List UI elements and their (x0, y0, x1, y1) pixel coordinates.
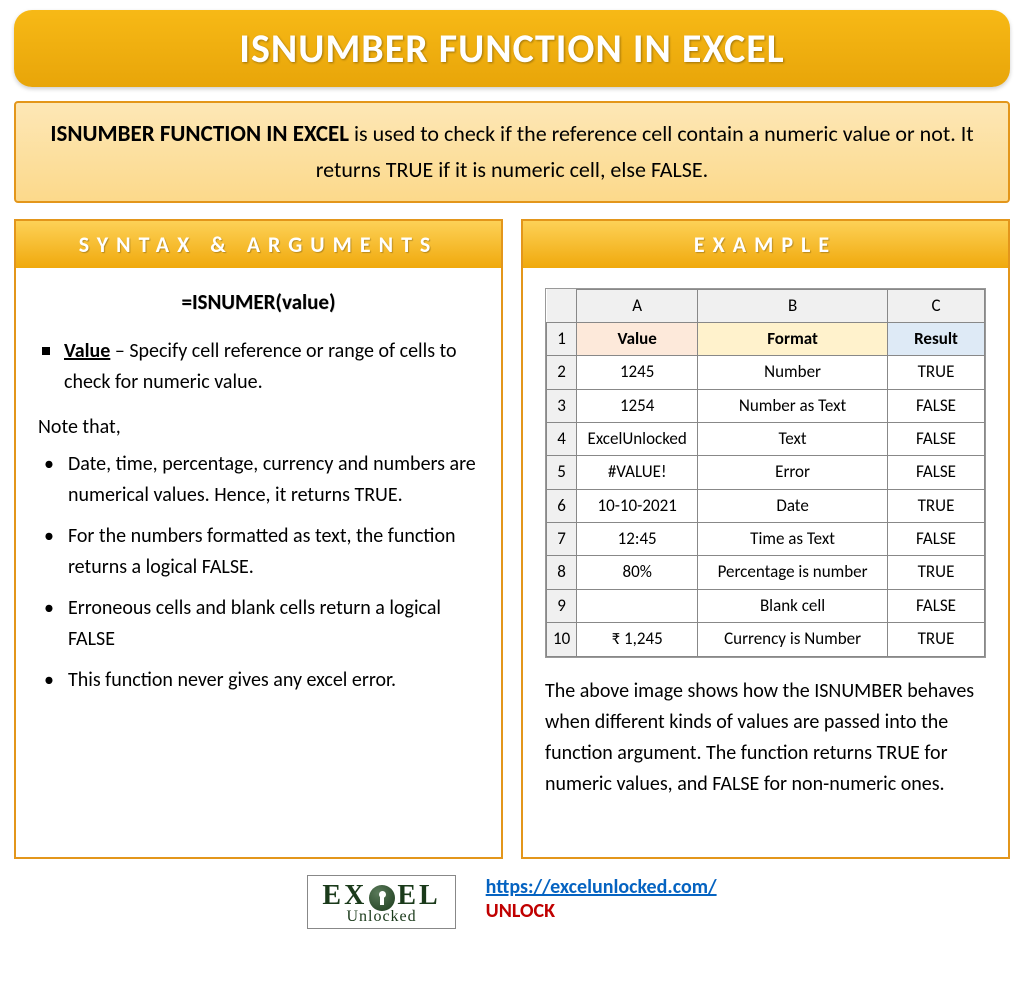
row-number: 5 (547, 456, 577, 489)
cell-value: 1254 (577, 389, 698, 422)
row-number: 2 (547, 356, 577, 389)
cell-value: 1245 (577, 356, 698, 389)
example-panel: EXAMPLE A B C 1 Value Format Result (521, 219, 1010, 859)
cell-value: 12:45 (577, 523, 698, 556)
bullet-icon: • (44, 593, 54, 624)
description-box: ISNUMBER FUNCTION IN EXCEL is used to ch… (14, 101, 1010, 203)
main-title-bar: ISNUMBER FUNCTION IN EXCEL (14, 10, 1010, 87)
example-header: EXAMPLE (523, 221, 1008, 268)
cell-result: FALSE (888, 389, 985, 422)
header-result: Result (888, 323, 985, 356)
cell-format: Number as Text (698, 389, 888, 422)
footer-right: https://excelunlocked.com/ UNLOCK (486, 875, 717, 923)
cell-result: TRUE (888, 556, 985, 589)
syntax-formula: =ISNUMER(value) (38, 286, 479, 319)
cell-result: TRUE (888, 356, 985, 389)
table-corner (547, 289, 577, 322)
example-caption: The above image shows how the ISNUMBER b… (545, 676, 986, 800)
footer-unlock: UNLOCK (486, 899, 555, 923)
table-row: 610-10-2021DateTRUE (547, 489, 985, 522)
note-heading: Note that, (38, 412, 479, 443)
table-row: 9 Blank cellFALSE (547, 589, 985, 622)
header-format: Format (698, 323, 888, 356)
note-text: This function never gives any excel erro… (68, 665, 396, 696)
keyhole-icon (369, 885, 395, 911)
table-header-row: 1 Value Format Result (547, 323, 985, 356)
logo-top: EX EL (322, 880, 440, 912)
table-row: 712:45Time as TextFALSE (547, 523, 985, 556)
excel-table-wrap: A B C 1 Value Format Result 21245NumberT… (545, 288, 986, 658)
footer: EX EL Unlocked https://excelunlocked.com… (14, 875, 1010, 929)
col-header-a: A (577, 289, 698, 322)
table-row: 5#VALUE!ErrorFALSE (547, 456, 985, 489)
argument-name: Value (64, 339, 110, 363)
cell-format: Currency is Number (698, 623, 888, 656)
syntax-header: SYNTAX & ARGUMENTS (16, 221, 501, 268)
cell-format: Blank cell (698, 589, 888, 622)
table-row: 21245NumberTRUE (547, 356, 985, 389)
note-item: • Erroneous cells and blank cells return … (44, 593, 479, 655)
row-number: 10 (547, 623, 577, 656)
description-lead: ISNUMBER FUNCTION IN EXCEL (50, 120, 349, 148)
note-item: • For the numbers formatted as text, the … (44, 521, 479, 583)
row-number: 4 (547, 423, 577, 456)
cell-value: ₹ 1,245 (577, 623, 698, 656)
notes-list: • Date, time, percentage, currency and nu… (38, 449, 479, 696)
cell-format: Number (698, 356, 888, 389)
square-bullet-icon (42, 347, 50, 355)
cell-format: Percentage is number (698, 556, 888, 589)
row-number: 3 (547, 389, 577, 422)
cell-format: Date (698, 489, 888, 522)
cell-value (577, 589, 698, 622)
columns-container: SYNTAX & ARGUMENTS =ISNUMER(value) Value… (14, 219, 1010, 859)
cell-result: FALSE (888, 423, 985, 456)
excel-table: A B C 1 Value Format Result 21245NumberT… (546, 289, 985, 657)
note-text: For the numbers formatted as text, the f… (68, 521, 479, 583)
cell-format: Text (698, 423, 888, 456)
cell-format: Error (698, 456, 888, 489)
note-item: • This function never gives any excel err… (44, 665, 479, 696)
bullet-icon: • (44, 665, 54, 696)
cell-value: 10-10-2021 (577, 489, 698, 522)
header-value: Value (577, 323, 698, 356)
cell-result: TRUE (888, 623, 985, 656)
argument-text: Value – Specify cell reference or range … (64, 336, 479, 398)
row-number: 7 (547, 523, 577, 556)
example-body: A B C 1 Value Format Result 21245NumberT… (523, 268, 1008, 820)
cell-format: Time as Text (698, 523, 888, 556)
cell-value: #VALUE! (577, 456, 698, 489)
argument-desc: – Specify cell reference or range of cel… (64, 339, 457, 394)
table-row: 10₹ 1,245Currency is NumberTRUE (547, 623, 985, 656)
note-text: Erroneous cells and blank cells return a… (68, 593, 479, 655)
cell-value: 80% (577, 556, 698, 589)
row-number: 1 (547, 323, 577, 356)
argument-line: Value – Specify cell reference or range … (42, 336, 479, 398)
row-number: 6 (547, 489, 577, 522)
footer-url-link[interactable]: https://excelunlocked.com/ (486, 875, 717, 899)
row-number: 8 (547, 556, 577, 589)
table-row: 31254Number as TextFALSE (547, 389, 985, 422)
bullet-icon: • (44, 521, 54, 552)
col-header-b: B (698, 289, 888, 322)
description-rest: is used to check if the reference cell c… (316, 120, 974, 183)
syntax-body: =ISNUMER(value) Value – Specify cell ref… (16, 268, 501, 727)
cell-result: TRUE (888, 489, 985, 522)
cell-result: FALSE (888, 456, 985, 489)
table-row: 4ExcelUnlockedTextFALSE (547, 423, 985, 456)
note-item: • Date, time, percentage, currency and nu… (44, 449, 479, 511)
syntax-panel: SYNTAX & ARGUMENTS =ISNUMER(value) Value… (14, 219, 503, 859)
bullet-icon: • (44, 449, 54, 480)
cell-value: ExcelUnlocked (577, 423, 698, 456)
page-title: ISNUMBER FUNCTION IN EXCEL (239, 24, 784, 73)
cell-result: FALSE (888, 589, 985, 622)
cell-result: FALSE (888, 523, 985, 556)
table-col-header-row: A B C (547, 289, 985, 322)
col-header-c: C (888, 289, 985, 322)
logo: EX EL Unlocked (307, 875, 455, 929)
note-text: Date, time, percentage, currency and num… (68, 449, 479, 511)
table-row: 880%Percentage is numberTRUE (547, 556, 985, 589)
row-number: 9 (547, 589, 577, 622)
